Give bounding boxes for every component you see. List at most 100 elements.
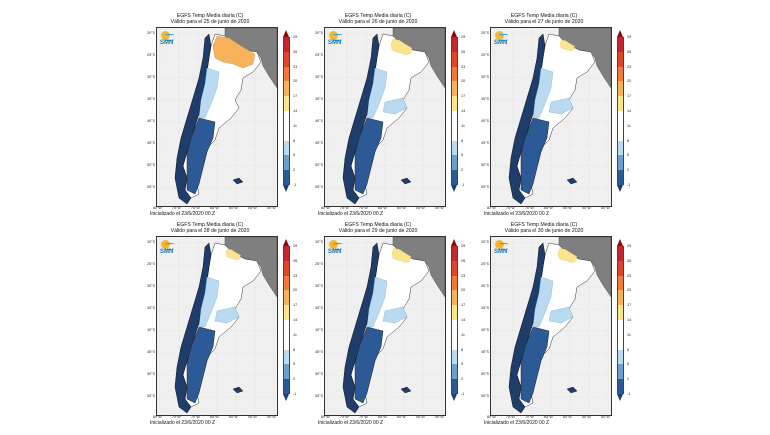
latitude-label: 40°S — [315, 119, 323, 123]
longitude-label: 65°W — [544, 415, 553, 419]
init-text: Inicializado el 23/6/2020 00 Z — [484, 211, 550, 217]
colorbar-segment — [617, 320, 624, 336]
latitude-label: 30°S — [147, 75, 155, 79]
latitude-label: 45°S — [315, 350, 323, 354]
colorbar-max-tip — [283, 239, 289, 246]
colorbar-segment — [451, 349, 458, 365]
longitude-label: 80°W — [321, 415, 330, 419]
latitude-label: 30°S — [481, 284, 489, 288]
init-text: Inicializado el 23/6/2020 00 Z — [318, 211, 384, 217]
panel-valid-date: Válido para el 29 de junio de 2020 — [338, 228, 418, 234]
colorbar-segment — [283, 125, 290, 141]
logo-text: SMN — [160, 249, 174, 255]
islands-region — [566, 177, 578, 185]
latitude-label: 25°S — [147, 53, 155, 57]
colorbar-tick-label: 5 — [627, 362, 630, 367]
map-panel: EGFS Temp Media diaria (C) Válido para el… — [147, 222, 305, 432]
map-panel: EGFS Temp Media diaria (C) Válido para el… — [315, 13, 473, 223]
panel-title: EGFS Temp Media diaria (C) — [344, 222, 412, 228]
latitude-label: 25°S — [481, 53, 489, 57]
colorbar-tick-label: 8 — [627, 138, 630, 143]
latitude-label: 35°S — [481, 306, 489, 310]
colorbar-segment — [451, 81, 458, 97]
logo-text: SMN — [494, 40, 508, 46]
colorbar-tick-label: 26 — [627, 49, 632, 54]
colorbar-tick-label: 8 — [293, 347, 296, 352]
colorbar: 29 26 23 20 17 14 11 8 5 2 -1 — [451, 30, 465, 192]
colorbar-segment — [283, 334, 290, 350]
smn-logo: SMN — [327, 240, 347, 258]
colorbar-tick-label: -1 — [293, 183, 297, 187]
wave-icon — [333, 243, 342, 250]
panel-title: EGFS Temp Media diaria (C) — [510, 13, 578, 19]
colorbar-segment — [451, 275, 458, 291]
colorbar-segment — [451, 66, 458, 82]
longitude-label: 50°W — [435, 415, 444, 419]
wave-icon — [165, 34, 174, 41]
colorbar: 29 26 23 20 17 14 11 8 5 2 -1 — [617, 239, 631, 401]
warm-zone — [391, 248, 411, 263]
longitude-label: 70°W — [191, 206, 200, 210]
colorbar-segment — [283, 305, 290, 321]
colorbar-segment — [617, 260, 624, 276]
smn-logo: SMN — [159, 240, 179, 258]
longitude-label: 75°W — [172, 206, 181, 210]
patagonia-cold-region — [186, 326, 216, 404]
colorbar-tick-label: 5 — [627, 153, 630, 158]
colorbar-tick-label: 11 — [627, 123, 631, 128]
colorbar-max-tip — [617, 239, 623, 246]
colorbar-segment — [283, 364, 290, 380]
colorbar-segment — [283, 170, 290, 186]
patagonia-cold-region — [520, 117, 550, 195]
colorbar: 29 26 23 20 17 14 11 8 5 2 -1 — [283, 30, 297, 192]
colorbar: 29 26 23 20 17 14 11 8 5 2 -1 — [283, 239, 297, 401]
colorbar-tick-label: 14 — [293, 318, 298, 322]
colorbar-segment — [617, 37, 624, 53]
colorbar-tick-label: 23 — [627, 273, 632, 278]
sun-icon — [329, 31, 338, 40]
warm-zone — [225, 248, 241, 261]
colorbar-tick-label: 8 — [461, 138, 464, 143]
colorbar-tick-label: 11 — [461, 123, 465, 128]
latitude-label: 50°S — [481, 372, 489, 376]
panel-valid-date: Válido para el 25 de junio de 2020 — [170, 19, 250, 25]
cool-zone-north — [532, 276, 554, 328]
wave-icon — [333, 34, 342, 41]
colorbar-tick-label: 17 — [461, 303, 466, 308]
longitude-label: 75°W — [340, 415, 349, 419]
colorbar-tick-label: 29 — [461, 244, 466, 248]
colorbar-tick-label: 8 — [627, 347, 630, 352]
latitude-label: 20°S — [147, 31, 155, 35]
colorbar-tick-label: -1 — [293, 392, 297, 396]
colorbar-segment — [451, 111, 458, 127]
colorbar-segment — [451, 170, 458, 186]
colorbar-tick-label: 5 — [461, 362, 464, 367]
latitude-label: 40°S — [481, 328, 489, 332]
colorbar-tick-label: 2 — [461, 377, 464, 382]
colorbar-tick-label: -1 — [461, 183, 465, 187]
longitude-label: 65°W — [378, 206, 387, 210]
latitude-label: 40°S — [147, 119, 155, 123]
latitude-label: 45°S — [481, 350, 489, 354]
panel-valid-date: Válido para el 26 de junio de 2020 — [338, 19, 418, 25]
map-panel: EGFS Temp Media diaria (C) Válido para el… — [147, 13, 305, 223]
patagonia-cold-region — [186, 117, 216, 195]
islands-region — [400, 177, 412, 185]
colorbar-segment — [617, 246, 624, 262]
longitude-label: 75°W — [506, 206, 515, 210]
map-panel: EGFS Temp Media diaria (C) Válido para el… — [481, 13, 639, 223]
colorbar-tick-label: 14 — [627, 109, 632, 113]
colorbar-tick-label: 2 — [293, 168, 296, 173]
longitude-label: 70°W — [525, 206, 534, 210]
longitude-label: 70°W — [359, 415, 368, 419]
colorbar-tick-label: 11 — [293, 332, 297, 337]
wave-icon — [165, 243, 174, 250]
longitude-label: 80°W — [487, 415, 496, 419]
latitude-label: 40°S — [481, 119, 489, 123]
colorbar-segment — [451, 125, 458, 141]
sun-icon — [495, 240, 504, 249]
patagonia-cold-region — [354, 117, 384, 195]
longitude-label: 60°W — [229, 415, 238, 419]
latitude-label: 55°S — [315, 185, 323, 189]
colorbar-segment — [451, 96, 458, 112]
